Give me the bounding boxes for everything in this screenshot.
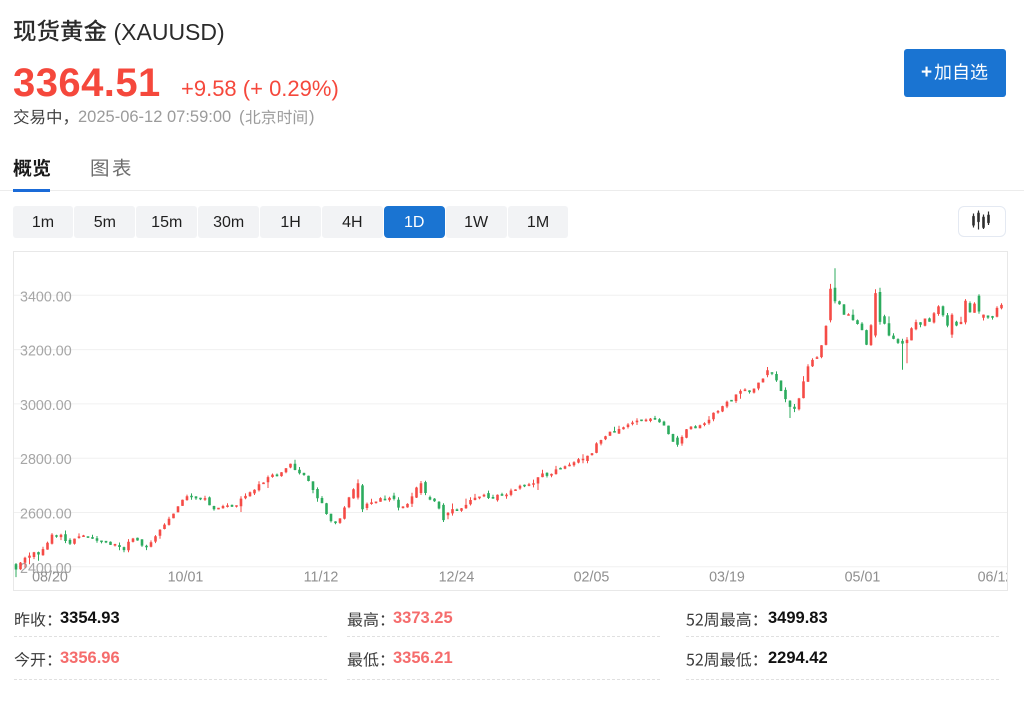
svg-text:08/20: 08/20 (32, 570, 68, 586)
svg-text:3200.00: 3200.00 (20, 344, 72, 360)
svg-text:11/12: 11/12 (304, 570, 339, 586)
svg-text:03/19: 03/19 (709, 570, 745, 586)
svg-text:12/24: 12/24 (439, 570, 475, 586)
svg-text:2400.00: 2400.00 (20, 561, 72, 577)
svg-text:2800.00: 2800.00 (20, 452, 72, 468)
svg-text:06/12: 06/12 (978, 570, 1007, 586)
svg-text:3400.00: 3400.00 (20, 289, 72, 305)
svg-text:10/01: 10/01 (168, 570, 204, 586)
svg-text:3000.00: 3000.00 (20, 398, 72, 414)
svg-text:02/05: 02/05 (574, 570, 610, 586)
svg-text:2600.00: 2600.00 (20, 507, 72, 523)
svg-text:05/01: 05/01 (845, 570, 881, 586)
